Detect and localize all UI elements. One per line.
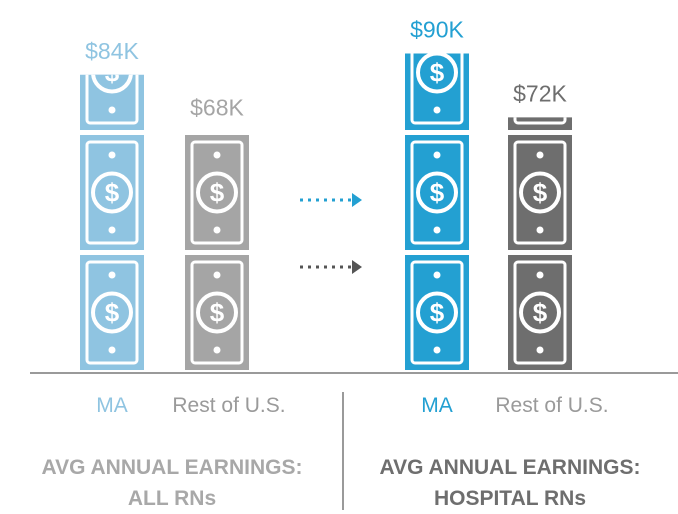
category-label: AVG ANNUAL EARNINGS: HOSPITAL RNs (379, 456, 641, 510)
bill-border (190, 260, 244, 365)
bill-border (410, 260, 464, 365)
legend-label: MA (421, 394, 453, 417)
bill-symbol: $ (105, 58, 120, 88)
bill-border (513, 140, 567, 245)
bill-seal (416, 171, 458, 214)
bill-dot (433, 271, 441, 279)
bill-dot (433, 226, 441, 234)
value-label: $90K (410, 17, 464, 43)
bill-symbol: $ (430, 58, 445, 88)
category-label: AVG ANNUAL EARNINGS: ALL RNs (41, 456, 303, 510)
bill-dot (213, 271, 221, 279)
bill-dot (536, 151, 544, 159)
legend-label: Rest of U.S. (172, 394, 285, 417)
bill-dot (108, 271, 116, 279)
bill-seal (519, 291, 561, 334)
bill-border (410, 140, 464, 245)
arrow (300, 193, 362, 207)
bill-seal (91, 171, 133, 214)
bill-seal (416, 291, 458, 334)
bill-symbol: $ (533, 298, 548, 328)
bill-border (85, 140, 139, 245)
bill-border (513, 117, 567, 125)
bill-stack: $ $ $ (405, 53, 469, 370)
bill-dot (433, 346, 441, 354)
bill-symbol: $ (533, 178, 548, 208)
bill-dot (536, 271, 544, 279)
bill (508, 117, 572, 130)
bill-dot (433, 106, 441, 114)
bill-dot (213, 226, 221, 234)
value-label: $84K (85, 38, 139, 64)
arrow (300, 260, 362, 274)
bill-dot (108, 346, 116, 354)
bill-dot (108, 106, 116, 114)
bill-symbol: $ (430, 298, 445, 328)
bill-stack: $ $ $ (80, 58, 144, 370)
bill-dot (108, 226, 116, 234)
bill-seal (91, 291, 133, 334)
bill-dot (433, 151, 441, 159)
bill-seal (519, 171, 561, 214)
bill-dot (536, 346, 544, 354)
bill-seal (91, 74, 133, 94)
bill-dot (213, 346, 221, 354)
legend-label: Rest of U.S. (495, 394, 608, 417)
bill-symbol: $ (105, 298, 120, 328)
bill-dot (537, 107, 544, 114)
bill-symbol: $ (430, 178, 445, 208)
bill-stack: $$$ (508, 32, 572, 370)
bill-border (410, 53, 464, 125)
bill-seal (416, 53, 458, 94)
bill-border (85, 260, 139, 365)
value-label: $72K (513, 80, 567, 106)
bill-stack: $$ (185, 135, 249, 370)
bill-seal (196, 291, 238, 334)
bill-symbol: $ (210, 298, 225, 328)
bill-border (513, 260, 567, 365)
bill-border (190, 140, 244, 245)
bill-symbol: $ (210, 178, 225, 208)
bill-dot (537, 32, 544, 39)
bill-dot (213, 151, 221, 159)
bill-seal (196, 171, 238, 214)
legend-label: MA (96, 394, 128, 417)
bill-dot (536, 226, 544, 234)
bill-symbol: $ (105, 178, 120, 208)
bill-dot (108, 151, 116, 159)
bill-border (85, 74, 139, 125)
value-label: $68K (190, 95, 244, 121)
